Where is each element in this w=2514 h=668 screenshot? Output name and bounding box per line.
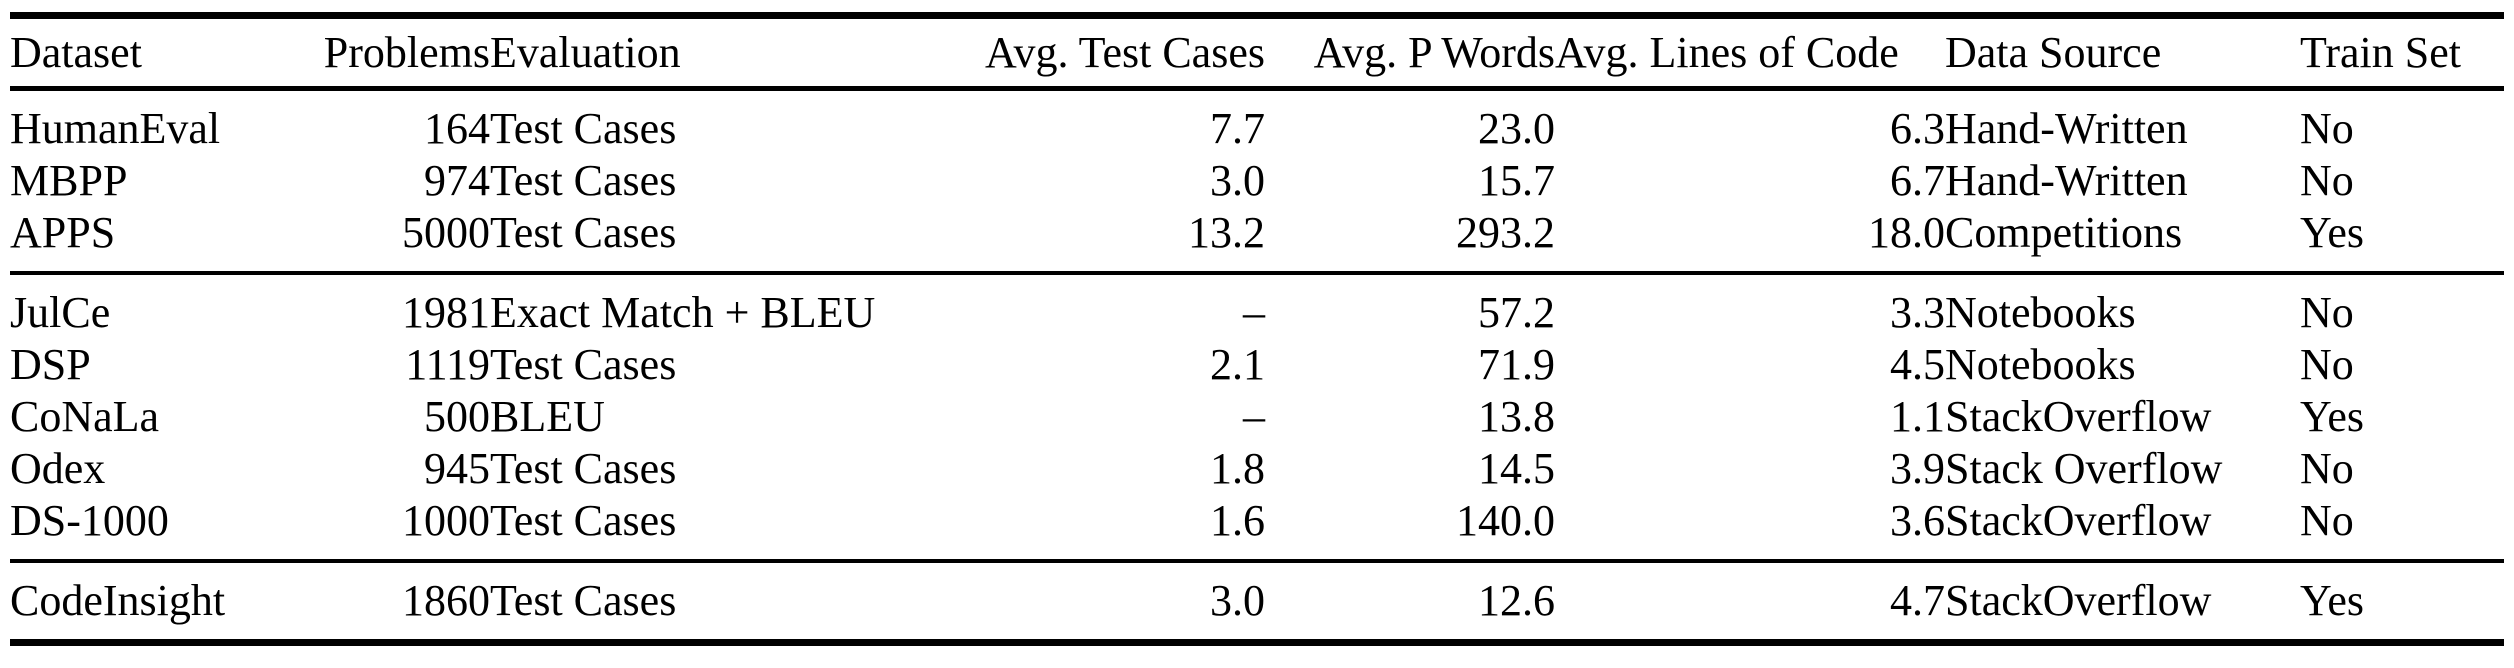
cell-data-source: Stack Overflow <box>1945 444 2223 493</box>
cell-avg-p-words: 15.7 <box>1478 156 1555 205</box>
cell-avg-test-cases: 1.8 <box>1210 444 1265 493</box>
column-header-avg-lines-of-code: Avg. Lines of Code <box>1555 28 1899 77</box>
column-header-evaluation: Evaluation <box>490 28 681 77</box>
cell-evaluation: Test Cases <box>490 340 677 389</box>
cell-data-source: StackOverflow <box>1945 392 2212 441</box>
cell-avg-p-words: 13.8 <box>1478 392 1555 441</box>
column-header-avg-p-words: Avg. P Words <box>1313 28 1555 77</box>
cell-dataset: CodeInsight <box>10 576 226 625</box>
cell-avg-test-cases: 3.0 <box>1210 156 1265 205</box>
cell-problems: 5000 <box>402 208 490 257</box>
cell-avg-test-cases: 3.0 <box>1210 576 1265 625</box>
table-row-conala: CoNaLa 500 BLEU – 13.8 1.1 StackOverflow Yes <box>10 391 2504 443</box>
table-header: Dataset Problems Evaluation Avg. Test Cases… <box>10 16 2504 89</box>
table-row-odex: Odex 945 Test Cases 1.8 14.5 3.9 Stack Overflo… <box>10 443 2504 495</box>
cell-avg-lines-of-code: 4.7 <box>1890 576 1945 625</box>
cell-dataset: APPS <box>10 208 116 257</box>
cell-data-source: StackOverflow <box>1945 576 2212 625</box>
table-row-apps: APPS 5000 Test Cases 13.2 293.2 18.0 Competiti… <box>10 207 2504 273</box>
cell-train-set: No <box>2300 288 2354 337</box>
cell-data-source: Hand-Written <box>1945 104 2188 153</box>
cell-dataset: DSP <box>10 340 91 389</box>
cell-train-set: No <box>2300 444 2354 493</box>
cell-avg-lines-of-code: 1.1 <box>1890 392 1945 441</box>
cell-data-source: Competitions <box>1945 208 2183 257</box>
table-row-humaneval: HumanEval 164 Test Cases 7.7 23.0 6.3 Hand-Wri… <box>10 89 2504 156</box>
cell-avg-lines-of-code: 4.5 <box>1890 340 1945 389</box>
cell-train-set: Yes <box>2300 392 2365 441</box>
column-header-problems: Problems <box>323 28 490 77</box>
table-row-julce: JulCe 1981 Exact Match + BLEU – 57.2 3.3 Noteb… <box>10 273 2504 339</box>
cell-problems: 945 <box>424 444 490 493</box>
cell-evaluation: BLEU <box>490 392 605 441</box>
table-section-2: JulCe 1981 Exact Match + BLEU – 57.2 3.3 Noteb… <box>10 273 2504 561</box>
table-row-dsp: DSP 1119 Test Cases 2.1 71.9 4.5 Notebooks No <box>10 339 2504 391</box>
table-section-1: HumanEval 164 Test Cases 7.7 23.0 6.3 Hand-Wri… <box>10 89 2504 273</box>
cell-dataset: Odex <box>10 444 106 493</box>
cell-evaluation: Test Cases <box>490 496 677 545</box>
column-header-dataset: Dataset <box>10 28 142 77</box>
cell-problems: 1000 <box>402 496 490 545</box>
cell-avg-p-words: 57.2 <box>1478 288 1555 337</box>
cell-problems: 974 <box>424 156 490 205</box>
cell-train-set: Yes <box>2300 576 2365 625</box>
cell-train-set: No <box>2300 156 2354 205</box>
cell-problems: 1981 <box>402 288 490 337</box>
table-row-mbpp: MBPP 974 Test Cases 3.0 15.7 6.7 Hand-Written N… <box>10 155 2504 207</box>
cell-avg-p-words: 23.0 <box>1478 104 1555 153</box>
cell-data-source: StackOverflow <box>1945 496 2212 545</box>
cell-problems: 1860 <box>402 576 490 625</box>
column-header-avg-test-cases: Avg. Test Cases <box>984 28 1265 77</box>
cell-train-set: No <box>2300 496 2354 545</box>
cell-evaluation: Exact Match + BLEU <box>490 288 876 337</box>
cell-avg-p-words: 293.2 <box>1456 208 1555 257</box>
cell-problems: 1119 <box>405 340 490 389</box>
table-header-row: Dataset Problems Evaluation Avg. Test Cases… <box>10 16 2504 89</box>
cell-avg-test-cases: – <box>1243 288 1265 337</box>
cell-data-source: Notebooks <box>1945 288 2136 337</box>
cell-evaluation: Test Cases <box>490 208 677 257</box>
cell-dataset: DS-1000 <box>10 496 169 545</box>
cell-data-source: Notebooks <box>1945 340 2136 389</box>
cell-avg-lines-of-code: 6.3 <box>1890 104 1945 153</box>
cell-train-set: No <box>2300 104 2354 153</box>
cell-dataset: MBPP <box>10 156 128 205</box>
cell-avg-lines-of-code: 3.9 <box>1890 444 1945 493</box>
cell-avg-lines-of-code: 3.3 <box>1890 288 1945 337</box>
cell-dataset: JulCe <box>10 288 111 337</box>
cell-train-set: No <box>2300 340 2354 389</box>
cell-data-source: Hand-Written <box>1945 156 2188 205</box>
cell-problems: 500 <box>424 392 490 441</box>
cell-avg-p-words: 14.5 <box>1478 444 1555 493</box>
cell-evaluation: Test Cases <box>490 444 677 493</box>
cell-avg-test-cases: – <box>1243 392 1265 441</box>
table-section-3: CodeInsight 1860 Test Cases 3.0 12.6 4.7 Stack… <box>10 561 2504 643</box>
cell-avg-lines-of-code: 18.0 <box>1868 208 1945 257</box>
cell-evaluation: Test Cases <box>490 156 677 205</box>
cell-avg-test-cases: 2.1 <box>1210 340 1265 389</box>
column-header-data-source: Data Source <box>1945 28 2162 77</box>
column-header-train-set: Train Set <box>2300 28 2461 77</box>
table-row-ds-1000: DS-1000 1000 Test Cases 1.6 140.0 3.6 StackOve… <box>10 495 2504 561</box>
cell-avg-p-words: 140.0 <box>1456 496 1555 545</box>
cell-evaluation: Test Cases <box>490 104 677 153</box>
cell-problems: 164 <box>424 104 490 153</box>
cell-avg-test-cases: 1.6 <box>1210 496 1265 545</box>
cell-avg-p-words: 12.6 <box>1478 576 1555 625</box>
cell-dataset: HumanEval <box>10 104 221 153</box>
cell-dataset: CoNaLa <box>10 392 160 441</box>
cell-avg-lines-of-code: 6.7 <box>1890 156 1945 205</box>
cell-avg-p-words: 71.9 <box>1478 340 1555 389</box>
cell-avg-test-cases: 13.2 <box>1188 208 1265 257</box>
table-row-codeinsight: CodeInsight 1860 Test Cases 3.0 12.6 4.7 Stack… <box>10 561 2504 643</box>
cell-avg-test-cases: 7.7 <box>1210 104 1265 153</box>
cell-train-set: Yes <box>2300 208 2365 257</box>
cell-evaluation: Test Cases <box>490 576 677 625</box>
cell-avg-lines-of-code: 3.6 <box>1890 496 1945 545</box>
datasets-comparison-table: Dataset Problems Evaluation Avg. Test Cases… <box>10 12 2504 646</box>
paper-table-figure: Dataset Problems Evaluation Avg. Test Cases… <box>10 12 2504 646</box>
